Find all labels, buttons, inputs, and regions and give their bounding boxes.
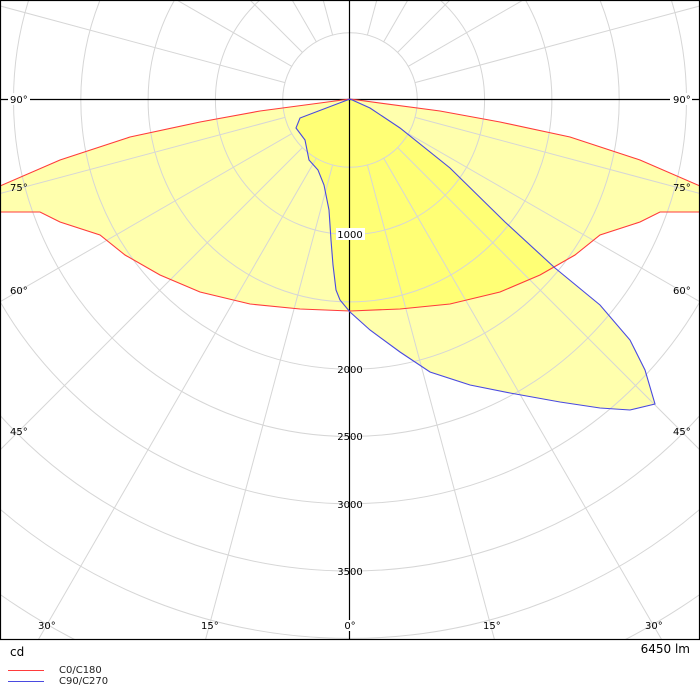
angle-90-right: 90° (673, 95, 691, 106)
luminous-flux-label: 6450 lm (640, 642, 690, 656)
angle-75-left: 75° (10, 183, 28, 194)
tick-2000: 2000 (337, 365, 362, 376)
angle-15-left: 15° (201, 621, 219, 632)
angle-30-left: 30° (38, 621, 56, 632)
angle-0: 0° (344, 621, 355, 632)
angle-45-right: 45° (673, 427, 691, 438)
radial-tick-labels: 1000 2000 2500 3000 3500 (336, 228, 365, 578)
legend-swatch-red (8, 670, 44, 671)
legend-item-c0-c180: C0/C180 (8, 665, 108, 676)
c90-c270-fill (296, 99, 655, 410)
unit-label: cd (10, 645, 25, 659)
angle-45-left: 45° (10, 427, 28, 438)
tick-3500: 3500 (337, 567, 362, 578)
c0-c180-curve-lower (1, 211, 699, 312)
tick-2500: 2500 (337, 432, 362, 443)
angle-90-left: 90° (10, 95, 28, 106)
legend: C0/C180 C90/C270 (8, 665, 108, 687)
legend-item-c90-c270: C90/C270 (8, 676, 108, 687)
tick-3000: 3000 (337, 500, 362, 511)
angle-15-right: 15° (483, 621, 501, 632)
legend-swatch-blue (8, 681, 44, 682)
angle-75-right: 75° (673, 183, 691, 194)
tick-1000: 1000 (337, 230, 362, 241)
angle-30-right: 30° (645, 621, 663, 632)
angle-labels: 90° 90° 75° 75° 60° 60° 45° 45° 30° 30° … (8, 93, 692, 632)
legend-label: C0/C180 (59, 665, 102, 676)
c90-c270-curve (295, 98, 656, 411)
angle-60-right: 60° (673, 286, 691, 297)
legend-label: C90/C270 (59, 676, 109, 687)
angle-60-left: 60° (10, 286, 28, 297)
